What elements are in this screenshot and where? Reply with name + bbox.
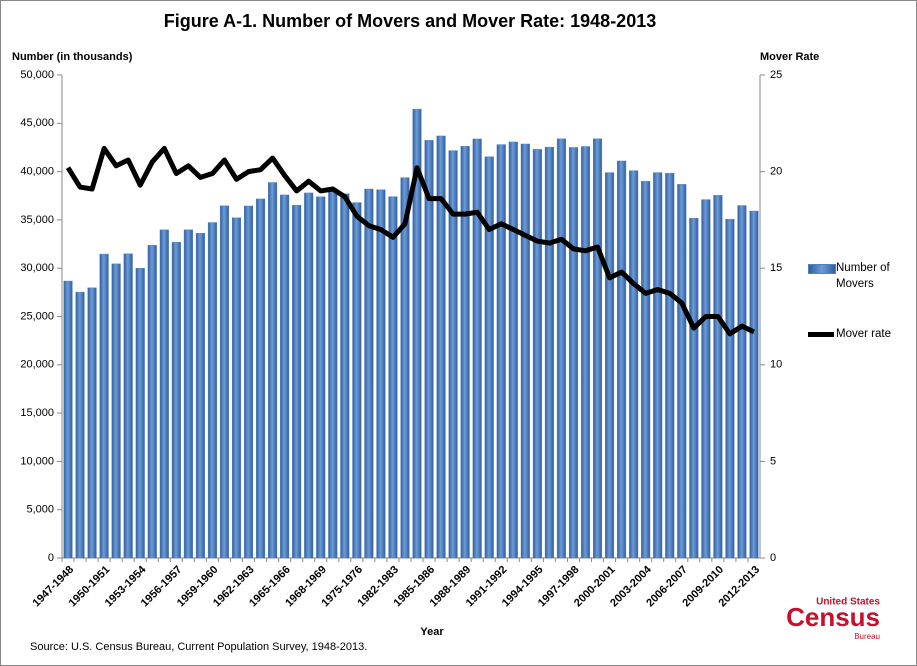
bar bbox=[605, 172, 615, 559]
logo-text: Bureau bbox=[854, 632, 880, 641]
bar bbox=[677, 184, 687, 559]
bar bbox=[448, 150, 458, 559]
bar bbox=[316, 196, 326, 559]
bar bbox=[376, 189, 386, 559]
bar bbox=[653, 172, 663, 559]
y-tick-label: 15,000 bbox=[20, 407, 54, 419]
bar bbox=[472, 138, 482, 559]
bar bbox=[159, 229, 169, 559]
y-axis-label: Number (in thousands) bbox=[12, 51, 133, 63]
y-tick-label: 50,000 bbox=[20, 69, 54, 81]
y-tick-label: 5,000 bbox=[26, 504, 54, 516]
bar bbox=[111, 263, 121, 559]
bar bbox=[207, 222, 217, 559]
y-tick-label: 30,000 bbox=[20, 262, 54, 274]
y2-axis-label: Mover Rate bbox=[760, 51, 819, 63]
y2-tick-label: 20 bbox=[770, 166, 782, 178]
legend-item: Number of Movers bbox=[808, 260, 898, 292]
y-tick-label: 20,000 bbox=[20, 359, 54, 371]
y-tick-label: 0 bbox=[48, 552, 54, 564]
legend-swatch bbox=[808, 264, 836, 274]
bar bbox=[641, 181, 651, 559]
bar bbox=[99, 253, 109, 559]
bar bbox=[364, 188, 374, 559]
bar bbox=[532, 149, 542, 559]
legend: Number of Movers Mover rate bbox=[808, 260, 913, 342]
bar bbox=[123, 253, 133, 559]
bar bbox=[388, 196, 398, 559]
line bbox=[65, 145, 756, 337]
y-tick-label: 35,000 bbox=[20, 214, 54, 226]
bar bbox=[580, 146, 591, 559]
bar bbox=[749, 210, 759, 559]
x-axis-label: Year bbox=[420, 626, 444, 638]
bar bbox=[231, 217, 242, 559]
bar bbox=[556, 138, 566, 559]
bar bbox=[304, 192, 314, 559]
bar bbox=[63, 280, 73, 559]
y2-tick-label: 10 bbox=[770, 359, 782, 371]
bar bbox=[496, 144, 506, 559]
y2-tick-label: 25 bbox=[770, 69, 782, 81]
bar bbox=[256, 198, 266, 559]
legend-label: Mover rate bbox=[836, 328, 891, 340]
legend-swatch bbox=[808, 332, 834, 337]
bar bbox=[436, 135, 446, 559]
bar bbox=[135, 268, 145, 559]
bar bbox=[183, 229, 193, 559]
bar bbox=[713, 195, 723, 559]
bar bbox=[520, 143, 530, 559]
bar bbox=[171, 241, 181, 559]
legend-label: Number of Movers bbox=[836, 262, 890, 290]
bar bbox=[544, 146, 554, 559]
bar bbox=[195, 233, 205, 559]
y2-tick-label: 0 bbox=[770, 552, 776, 564]
y-tick-label: 45,000 bbox=[20, 117, 54, 129]
y2-tick-label: 5 bbox=[770, 455, 776, 467]
legend-item: Mover rate bbox=[808, 326, 913, 342]
bar bbox=[593, 138, 603, 559]
bar bbox=[75, 291, 85, 559]
y2-tick-label: 15 bbox=[770, 262, 782, 274]
bar bbox=[412, 108, 422, 559]
bar bbox=[725, 218, 735, 559]
bar bbox=[460, 146, 470, 559]
bar bbox=[629, 170, 639, 559]
bar bbox=[400, 177, 410, 559]
bar bbox=[340, 193, 350, 559]
bar bbox=[87, 287, 97, 559]
source-note: Source: U.S. Census Bureau, Current Popu… bbox=[30, 641, 367, 653]
y-tick-label: 25,000 bbox=[20, 310, 54, 322]
bar bbox=[737, 205, 747, 559]
bar bbox=[568, 147, 578, 559]
logo-text: Census bbox=[786, 602, 880, 632]
bar bbox=[665, 172, 675, 559]
y-tick-label: 40,000 bbox=[20, 166, 54, 178]
bar bbox=[508, 141, 518, 559]
bar bbox=[219, 205, 229, 559]
bar bbox=[292, 205, 302, 559]
bar bbox=[617, 160, 627, 559]
bar bbox=[328, 189, 338, 559]
bar bbox=[147, 245, 157, 559]
bar bbox=[424, 140, 434, 559]
y-tick-label: 10,000 bbox=[20, 455, 54, 467]
bar bbox=[484, 156, 494, 559]
bar bbox=[689, 218, 699, 559]
bar bbox=[352, 202, 362, 559]
bar bbox=[244, 205, 254, 559]
chart-title: Figure A-1. Number of Movers and Mover R… bbox=[164, 11, 656, 31]
logo-text: United States bbox=[816, 597, 880, 608]
bar bbox=[268, 182, 278, 559]
bar bbox=[280, 194, 290, 559]
bar bbox=[701, 199, 711, 559]
